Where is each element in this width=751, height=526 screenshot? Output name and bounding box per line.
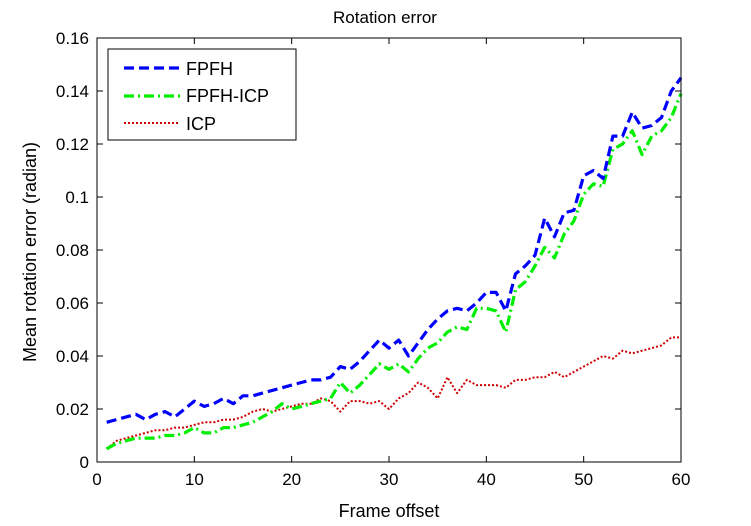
y-tick-label: 0.1 bbox=[65, 188, 89, 207]
y-tick-label: 0 bbox=[80, 453, 89, 472]
chart-title: Rotation error bbox=[333, 8, 437, 27]
plot-lines bbox=[105, 76, 683, 451]
x-tick-label: 10 bbox=[185, 470, 204, 489]
legend-label-fpfh: FPFH bbox=[186, 59, 233, 79]
series-line-fpfh-icp bbox=[105, 92, 683, 451]
series-line-fpfh bbox=[106, 76, 683, 424]
y-tick-label: 0.04 bbox=[56, 347, 89, 366]
series-line-icp bbox=[106, 336, 681, 450]
x-tick-label: 60 bbox=[672, 470, 691, 489]
x-tick-label: 40 bbox=[477, 470, 496, 489]
y-tick-label: 0.16 bbox=[56, 29, 89, 48]
legend: FPFH FPFH-ICP ICP bbox=[107, 48, 297, 141]
y-tick-label: 0.12 bbox=[56, 135, 89, 154]
x-axis-label: Frame offset bbox=[339, 501, 440, 521]
legend-label-icp: ICP bbox=[186, 114, 216, 134]
x-axis: 0 10 20 30 40 50 60 bbox=[92, 38, 690, 489]
y-tick-label: 0.14 bbox=[56, 82, 89, 101]
legend-label-fpfh-icp: FPFH-ICP bbox=[186, 86, 269, 106]
x-tick-label: 30 bbox=[380, 470, 399, 489]
x-tick-label: 20 bbox=[282, 470, 301, 489]
y-tick-label: 0.06 bbox=[56, 294, 89, 313]
y-axis-label: Mean rotation error (radian) bbox=[20, 142, 40, 362]
y-tick-label: 0.02 bbox=[56, 400, 89, 419]
y-axis: 0 0.02 0.04 0.06 0.08 0.1 0.12 0.14 0.16 bbox=[56, 29, 681, 472]
x-tick-label: 0 bbox=[92, 470, 101, 489]
x-tick-label: 50 bbox=[574, 470, 593, 489]
y-tick-label: 0.08 bbox=[56, 241, 89, 260]
